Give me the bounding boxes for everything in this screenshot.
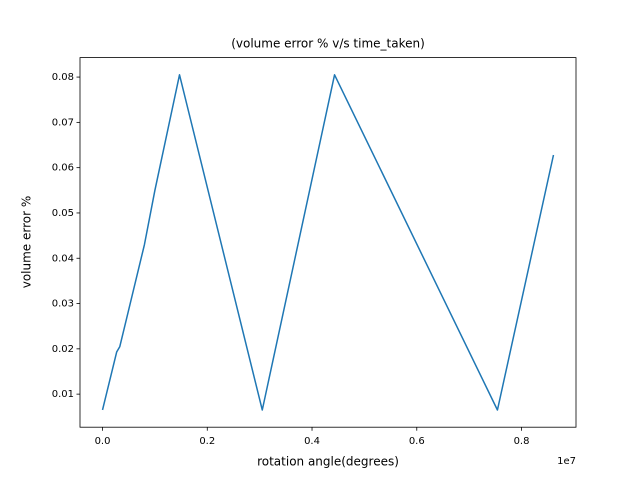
x-offset-label: 1e7 — [557, 456, 576, 467]
y-axis-label: volume error % — [20, 196, 34, 289]
x-tick-label: 0.0 — [95, 436, 111, 447]
x-tick-label: 0.2 — [199, 436, 215, 447]
axes-frame — [79, 57, 577, 428]
y-tick-label: 0.01 — [52, 389, 74, 400]
x-axis-label: rotation angle(degrees) — [257, 455, 399, 469]
y-tick-label: 0.03 — [52, 299, 74, 310]
y-tick-label: 0.08 — [52, 72, 74, 83]
y-tick-label: 0.02 — [52, 344, 74, 355]
y-tick-label: 0.07 — [52, 117, 74, 128]
chart-title: (volume error % v/s time_taken) — [231, 37, 425, 51]
x-tick-label: 0.6 — [409, 436, 425, 447]
y-tick-label: 0.04 — [52, 253, 74, 264]
y-tick-label: 0.06 — [52, 163, 74, 174]
y-tick-label: 0.05 — [52, 208, 74, 219]
x-tick-label: 0.4 — [304, 436, 320, 447]
x-tick-label: 0.8 — [514, 436, 530, 447]
line-series — [101, 74, 555, 411]
